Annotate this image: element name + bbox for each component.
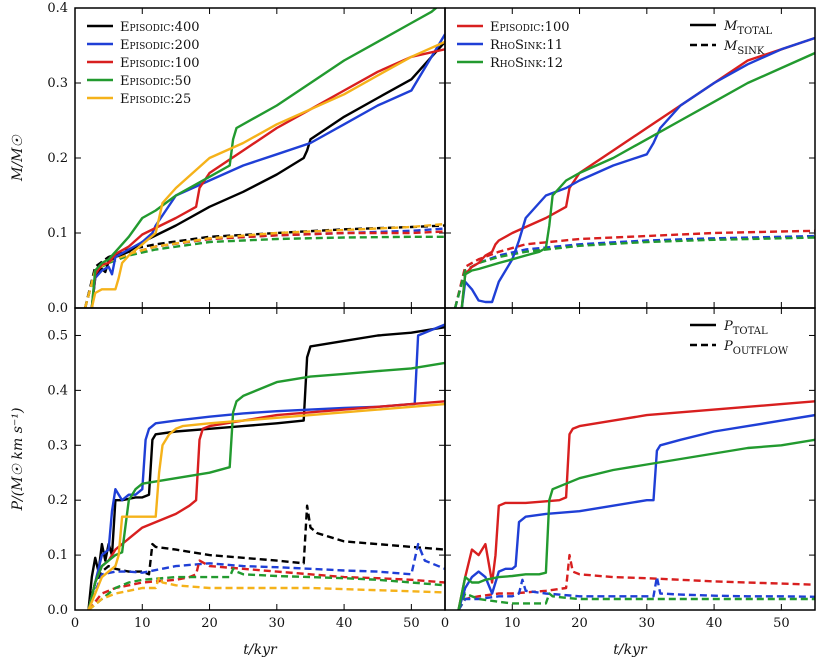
y-tick-label: 0.0 bbox=[47, 603, 68, 618]
legend: Episodic:100 RhoSink:11 RhoSink:12 bbox=[457, 20, 570, 71]
x-tick-label: 50 bbox=[773, 616, 790, 631]
dashed-series-line-8 bbox=[87, 567, 445, 610]
dashed-series-line-4 bbox=[453, 234, 815, 308]
axes-frame bbox=[74, 7, 446, 309]
legend-label: Episodic:25 bbox=[120, 92, 191, 107]
legend-label: Episodic:100 bbox=[120, 56, 200, 71]
y-tick-label: 0.5 bbox=[47, 328, 68, 343]
dashed-series-line-7 bbox=[87, 559, 445, 610]
x-tick-label: 10 bbox=[504, 616, 521, 631]
legend-label: Episodic:200 bbox=[120, 38, 200, 53]
legend-label: Episodic:400 bbox=[120, 20, 200, 35]
y-axis-label: M/M☉ bbox=[10, 134, 26, 182]
solid-series-line-1 bbox=[90, 33, 445, 308]
y-tick-label: 0.4 bbox=[47, 383, 68, 398]
legend-label: Episodic:50 bbox=[120, 74, 191, 89]
solid-series-line-0 bbox=[457, 400, 815, 610]
y-tick-label: 0.2 bbox=[47, 151, 68, 166]
solid-series-line-1 bbox=[457, 413, 815, 610]
solid-series-line-0 bbox=[87, 326, 445, 610]
dashed-series-line-6 bbox=[87, 542, 445, 610]
y-tick-label: 0.3 bbox=[47, 438, 68, 453]
solid-series-line-4 bbox=[90, 40, 445, 308]
solid-series-line-2 bbox=[87, 400, 445, 610]
dashed-series-line-4 bbox=[457, 575, 815, 610]
legend: Episodic:400 Episodic:200 Episodic:100 Epis… bbox=[87, 20, 200, 107]
x-tick-label: 40 bbox=[706, 616, 723, 631]
dashed-series-line-3 bbox=[453, 229, 815, 308]
x-axis-label: t/kyr bbox=[243, 642, 278, 658]
y-tick-label: 0.4 bbox=[47, 1, 68, 16]
solid-series-line-3 bbox=[90, 8, 438, 308]
dashed-series-line-5 bbox=[457, 592, 815, 610]
style-legend-label: MTOTAL bbox=[723, 19, 773, 37]
x-tick-label: 30 bbox=[639, 616, 656, 631]
style-legend: MTOTAL MSINK bbox=[690, 19, 773, 57]
solid-series-line-1 bbox=[460, 36, 815, 308]
x-tick-label: 40 bbox=[336, 616, 353, 631]
solid-series-line-2 bbox=[90, 48, 445, 308]
axes-frame bbox=[74, 307, 446, 611]
style-legend-label: POUTFLOW bbox=[723, 339, 789, 357]
x-tick-label: 20 bbox=[571, 616, 588, 631]
x-tick-label: 10 bbox=[134, 616, 151, 631]
axes-frame bbox=[444, 307, 816, 611]
axis-ticks bbox=[74, 7, 445, 309]
series-group bbox=[87, 323, 445, 610]
series-group bbox=[457, 400, 815, 610]
x-tick-label: 0 bbox=[441, 616, 449, 631]
y-tick-label: 0.2 bbox=[47, 493, 68, 508]
panel-top-right: Episodic:100 RhoSink:11 RhoSink:12 MTOTAL MS… bbox=[444, 7, 816, 309]
style-legend-label: PTOTAL bbox=[723, 319, 768, 337]
y-tick-label: 0.3 bbox=[47, 76, 68, 91]
solid-series-line-0 bbox=[460, 36, 815, 308]
dashed-series-line-3 bbox=[457, 553, 815, 610]
panel-bottom-right: 0 10 20 30 40 50 t/kyr PTOTAL POUTFLOW bbox=[441, 307, 816, 658]
panel-top-left: 0.00.10.20.30.4M/M☉Episodic:400Episodic:… bbox=[10, 1, 446, 316]
panel-bottom-left: 0 10 20 30 40 50 0.0 0.1 0.2 0.3 0.4 0.5 P/(M☉ km s⁻… bbox=[10, 307, 446, 658]
legend-label: RhoSink:12 bbox=[490, 56, 563, 71]
series-group bbox=[453, 36, 815, 308]
legend-label: Episodic:100 bbox=[490, 20, 570, 35]
solid-series-line-2 bbox=[457, 438, 815, 610]
x-tick-label: 30 bbox=[269, 616, 286, 631]
solid-series-line-4 bbox=[87, 402, 445, 610]
legend-label: RhoSink:11 bbox=[490, 38, 563, 53]
y-tick-label: 0.1 bbox=[47, 548, 68, 563]
style-legend-label: MSINK bbox=[723, 39, 765, 57]
style-legend: PTOTAL POUTFLOW bbox=[690, 319, 789, 357]
series-group bbox=[83, 8, 445, 308]
dashed-series-line-5 bbox=[87, 504, 445, 610]
y-axis-label: P/(M☉ km s⁻¹) bbox=[10, 408, 26, 512]
dashed-series-line-9 bbox=[87, 575, 445, 610]
x-axis-label: t/kyr bbox=[613, 642, 648, 658]
x-tick-label: 50 bbox=[403, 616, 420, 631]
y-tick-label: 0.1 bbox=[47, 226, 68, 241]
solid-series-line-2 bbox=[460, 51, 815, 308]
axis-ticks bbox=[74, 308, 445, 611]
solid-series-line-3 bbox=[87, 361, 445, 610]
x-tick-label: 0 bbox=[71, 616, 79, 631]
y-tick-label: 0.0 bbox=[47, 301, 68, 316]
x-tick-label: 20 bbox=[201, 616, 218, 631]
